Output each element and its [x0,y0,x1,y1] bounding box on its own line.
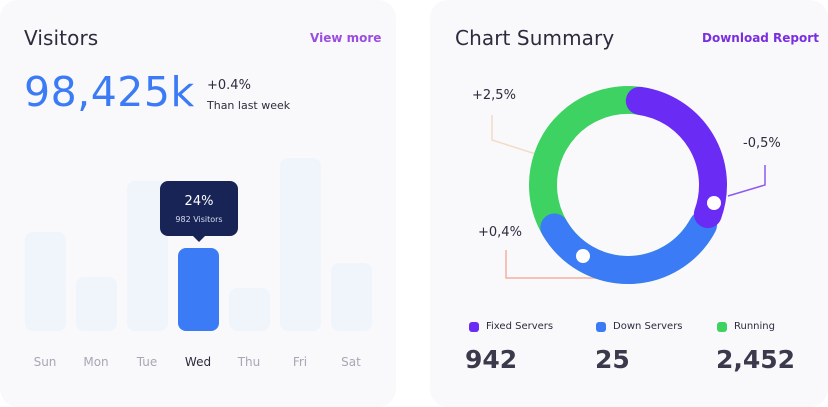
day-label: Sat [341,355,361,369]
day-label: Sun [33,355,57,369]
running-swatch [717,322,727,332]
donut-segment-down-servers [540,210,718,284]
bar-tooltip: 24% 982 Visitors [160,181,238,242]
day-label: Thu [237,355,261,369]
bar-thu[interactable] [229,288,270,331]
bar-fri[interactable] [280,158,321,331]
fixed-handle [707,196,721,210]
bar-sun[interactable] [25,232,66,331]
fixed-percent: -0,5% [743,136,781,151]
download-report-link[interactable]: Download Report [702,31,819,45]
visitors-delta-caption: Than last week [207,99,291,112]
visitors-title: Visitors [24,26,99,50]
down-percent: +0,4% [478,225,522,240]
fixed-servers-value: 942 [465,345,518,374]
donut-segment-fixed-servers [625,86,727,229]
leader-line-fixed [727,165,766,197]
view-more-link[interactable]: View more [310,31,382,45]
fixed-servers-swatch [469,322,479,332]
donut-chart [491,86,766,284]
day-label: Fri [292,355,308,369]
bar-mon[interactable] [76,277,117,331]
tooltip-visitors: 982 Visitors [175,215,223,224]
chart-summary-title: Chart Summary [455,26,615,50]
day-label: Mon [83,355,109,369]
day-label: Tue [136,355,158,369]
bar-wed[interactable] [178,248,219,331]
running-label: Running [734,321,775,332]
visitors-card: Visitors View more 98,425k +0.4% Than la… [0,0,396,407]
leader-line-running [491,115,549,159]
tooltip-percent: 24% [184,194,214,209]
running-value: 2,452 [716,345,796,374]
down-servers-label: Down Servers [613,321,683,332]
fixed-servers-label: Fixed Servers [486,321,554,332]
leader-line-down [505,250,626,279]
running-percent: +2,5% [472,88,516,103]
down-handle [576,249,590,263]
down-servers-value: 25 [595,345,630,374]
bar-sat[interactable] [331,263,372,331]
visitors-total: 98,425k [24,68,195,116]
visitors-delta: +0.4% [207,78,251,93]
down-servers-swatch [596,322,606,332]
day-label-active: Wed [184,355,212,369]
chart-summary-card: Chart Summary Download Report +2,5% -0,5… [430,0,828,407]
